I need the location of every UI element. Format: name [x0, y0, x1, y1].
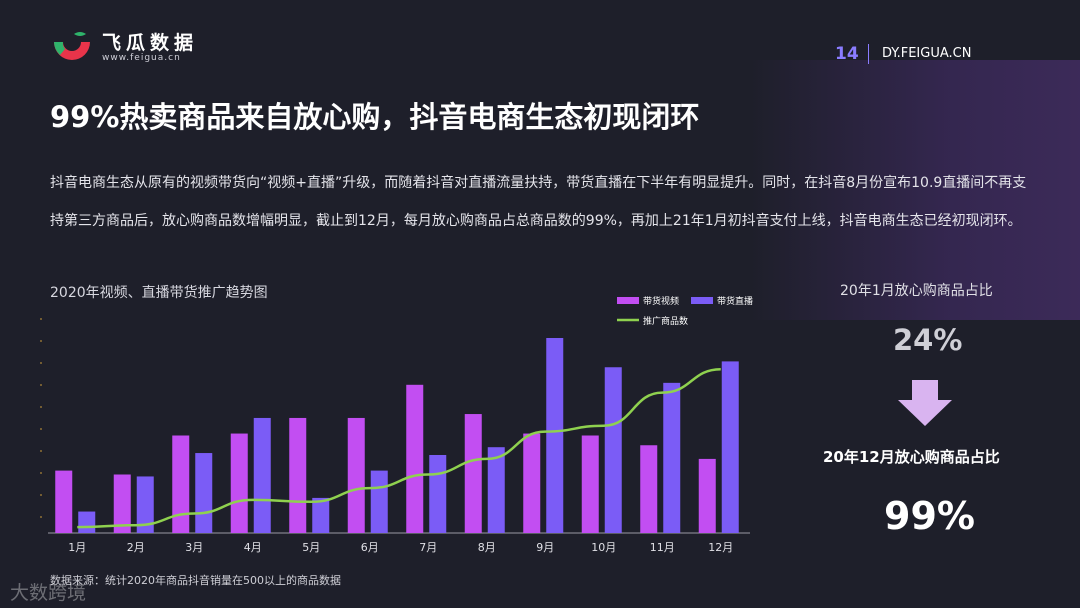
legend-swatch-video — [617, 297, 639, 304]
bar-带货视频-11月 — [640, 445, 658, 533]
dec-share-label: 20年12月放心购商品占比 — [823, 448, 1000, 466]
page-title: 99%热卖商品来自放心购，抖音电商生态初现闭环 — [50, 100, 700, 134]
bar-group — [55, 338, 739, 533]
x-tick-labels: 1月 2月 3月 4月 5月 6月 7月 8月 9月 10月 11月 12月 — [68, 541, 733, 554]
x-tick-6月: 6月 — [361, 541, 379, 554]
watermark: 大数跨境 — [10, 582, 87, 604]
x-tick-8月: 8月 — [478, 541, 496, 554]
bar-带货直播-11月 — [663, 382, 681, 533]
bar-带货直播-9月 — [546, 338, 564, 533]
jan-share-value: 24% — [893, 323, 963, 357]
x-tick-7月: 7月 — [419, 541, 437, 554]
jan-share-label: 20年1月放心购商品占比 — [840, 283, 993, 299]
x-tick-10月: 10月 — [591, 541, 616, 554]
bar-带货直播-6月 — [370, 470, 388, 533]
x-tick-4月: 4月 — [244, 541, 262, 554]
logo: 飞瓜数据 www.feigua.cn — [50, 30, 198, 66]
bar-带货视频-5月 — [289, 417, 307, 533]
x-tick-11月: 11月 — [650, 541, 675, 554]
bar-带货直播-3月 — [195, 453, 213, 533]
bar-带货直播-5月 — [312, 497, 330, 533]
bar-带货直播-1月 — [78, 511, 96, 533]
description-paragraph: 抖音电商生态从原有的视频带货向“视频+直播”升级，而随着抖音对直播流量扶持，带货… — [50, 175, 1027, 229]
dec-share-value: 99% — [884, 494, 975, 538]
x-tick-5月: 5月 — [302, 541, 320, 554]
site-link[interactable]: DY.FEIGUA.CN — [882, 46, 972, 61]
chart-legend: 带货视频 带货直播 推广商品数 — [617, 295, 753, 327]
data-source-note: 数据来源：统计2020年商品抖音销量在500以上的商品数据 — [50, 574, 341, 587]
bar-带货直播-10月 — [604, 367, 622, 533]
background-glow — [750, 60, 1080, 320]
x-tick-1月: 1月 — [68, 541, 86, 554]
logo-name: 飞瓜数据 — [102, 32, 199, 54]
legend-label-line: 推广商品数 — [643, 315, 688, 327]
bar-带货视频-6月 — [347, 417, 365, 533]
bar-带货直播-7月 — [429, 455, 447, 533]
x-tick-9月: 9月 — [536, 541, 554, 554]
bar-带货视频-2月 — [113, 474, 131, 533]
legend-label-live: 带货直播 — [717, 295, 753, 307]
header-divider — [868, 44, 869, 64]
page-number: 14 — [835, 44, 859, 64]
chart-title: 2020年视频、直播带货推广趋势图 — [50, 285, 268, 301]
logo-url: www.feigua.cn — [102, 53, 181, 63]
legend-swatch-live — [691, 297, 713, 304]
bar-带货视频-3月 — [172, 435, 190, 533]
bar-带货视频-8月 — [464, 414, 482, 533]
bar-带货视频-1月 — [55, 470, 73, 533]
x-tick-3月: 3月 — [185, 541, 203, 554]
x-tick-2月: 2月 — [127, 541, 145, 554]
bar-带货直播-4月 — [253, 417, 271, 533]
bar-带货视频-12月 — [698, 458, 716, 533]
bar-带货视频-9月 — [523, 433, 541, 533]
series-line-推广商品数 — [77, 367, 721, 529]
bar-带货直播-2月 — [136, 476, 154, 533]
bar-带货视频-4月 — [230, 433, 248, 533]
watermelon-logo-icon — [54, 32, 90, 60]
bar-带货直播-12月 — [721, 361, 739, 533]
bar-带货视频-10月 — [581, 435, 599, 533]
legend-label-video: 带货视频 — [643, 295, 679, 307]
bar-带货直播-8月 — [487, 447, 505, 533]
x-tick-12月: 12月 — [708, 541, 733, 554]
bar-带货视频-7月 — [406, 384, 424, 533]
arrow-down-icon — [898, 380, 952, 426]
